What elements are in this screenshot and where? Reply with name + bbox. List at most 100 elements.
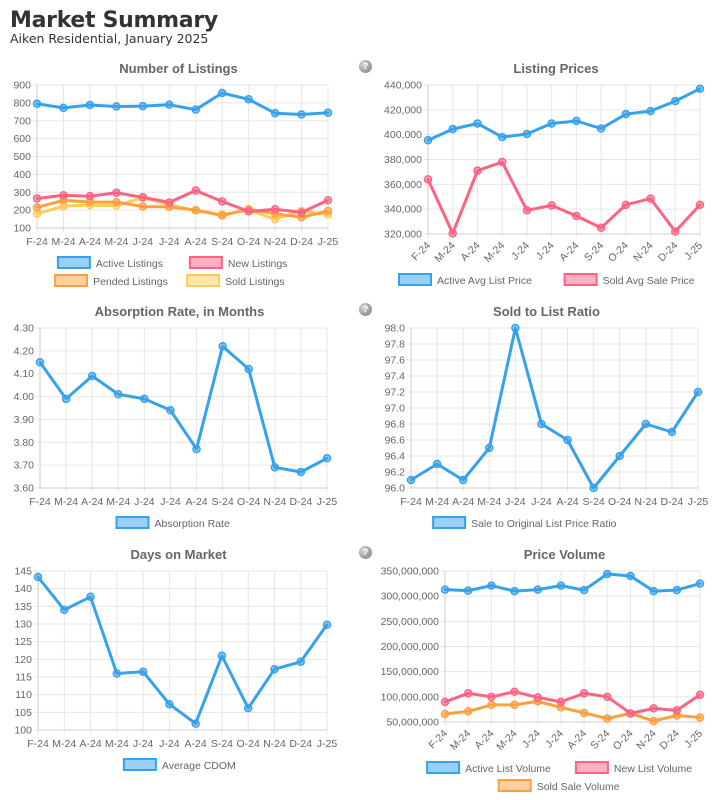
data-point[interactable] bbox=[191, 205, 200, 215]
data-point[interactable] bbox=[33, 572, 43, 582]
data-point[interactable] bbox=[671, 96, 680, 106]
data-point[interactable] bbox=[579, 585, 589, 595]
data-point[interactable] bbox=[244, 364, 253, 374]
data-point[interactable] bbox=[693, 387, 703, 397]
data-point[interactable] bbox=[112, 669, 122, 678]
data-point[interactable] bbox=[537, 419, 546, 429]
data-point[interactable] bbox=[165, 198, 174, 207]
data-point[interactable] bbox=[533, 693, 542, 702]
data-point[interactable] bbox=[589, 483, 598, 493]
data-point[interactable] bbox=[463, 707, 473, 716]
data-point[interactable] bbox=[641, 419, 651, 429]
data-point[interactable] bbox=[32, 194, 42, 203]
legend-item-pended-listings[interactable]: Pended Listings bbox=[54, 274, 168, 288]
data-point[interactable] bbox=[217, 88, 227, 98]
data-point[interactable] bbox=[547, 201, 556, 210]
data-point[interactable] bbox=[547, 119, 556, 128]
data-point[interactable] bbox=[323, 206, 333, 216]
data-point[interactable] bbox=[35, 358, 45, 367]
data-point[interactable] bbox=[138, 193, 148, 202]
data-point[interactable] bbox=[60, 605, 69, 615]
data-point[interactable] bbox=[59, 191, 68, 200]
data-point[interactable] bbox=[138, 202, 148, 211]
data-point[interactable] bbox=[448, 124, 457, 134]
data-point[interactable] bbox=[563, 435, 572, 445]
data-point[interactable] bbox=[165, 100, 174, 109]
data-point[interactable] bbox=[511, 323, 520, 333]
data-point[interactable] bbox=[626, 571, 635, 581]
data-point[interactable] bbox=[322, 620, 332, 629]
data-point[interactable] bbox=[270, 204, 280, 214]
data-point[interactable] bbox=[626, 709, 635, 718]
data-point[interactable] bbox=[533, 585, 542, 594]
data-point[interactable] bbox=[695, 84, 705, 93]
data-point[interactable] bbox=[112, 197, 121, 207]
help-icon[interactable]: ? bbox=[359, 60, 372, 73]
data-point[interactable] bbox=[572, 211, 581, 221]
legend-item-active-list-volume[interactable]: Active List Volume bbox=[426, 761, 551, 775]
data-point[interactable] bbox=[458, 475, 468, 485]
data-point[interactable] bbox=[244, 95, 253, 104]
legend-item-absorption-rate[interactable]: Absorption Rate bbox=[115, 516, 230, 530]
data-point[interactable] bbox=[243, 703, 253, 713]
data-point[interactable] bbox=[86, 592, 95, 602]
data-point[interactable] bbox=[646, 194, 655, 203]
data-point[interactable] bbox=[440, 585, 450, 594]
legend-item-new-list-volume[interactable]: New List Volume bbox=[574, 761, 692, 775]
data-point[interactable] bbox=[695, 690, 705, 700]
data-point[interactable] bbox=[406, 475, 416, 485]
legend-item-average-cdom[interactable]: Average CDOM bbox=[122, 758, 236, 772]
data-point[interactable] bbox=[463, 586, 473, 595]
data-point[interactable] bbox=[87, 371, 97, 381]
data-point[interactable] bbox=[192, 444, 201, 454]
data-point[interactable] bbox=[510, 700, 519, 710]
data-point[interactable] bbox=[603, 692, 612, 702]
data-point[interactable] bbox=[487, 581, 496, 590]
data-point[interactable] bbox=[191, 719, 200, 728]
legend-item-sold-listings[interactable]: Sold Listings bbox=[186, 274, 285, 288]
data-point[interactable] bbox=[672, 585, 682, 595]
data-point[interactable] bbox=[440, 709, 450, 719]
data-point[interactable] bbox=[191, 186, 200, 195]
data-point[interactable] bbox=[695, 713, 705, 722]
data-point[interactable] bbox=[603, 569, 612, 579]
data-point[interactable] bbox=[217, 211, 227, 220]
data-point[interactable] bbox=[323, 196, 333, 205]
data-point[interactable] bbox=[270, 463, 280, 472]
data-point[interactable] bbox=[112, 188, 121, 198]
data-point[interactable] bbox=[322, 454, 332, 463]
data-point[interactable] bbox=[579, 689, 589, 698]
data-point[interactable] bbox=[497, 132, 507, 142]
data-point[interactable] bbox=[671, 227, 680, 236]
legend-item-active-listings[interactable]: Active Listings bbox=[56, 256, 163, 270]
data-point[interactable] bbox=[297, 110, 306, 119]
data-point[interactable] bbox=[487, 692, 496, 702]
data-point[interactable] bbox=[296, 467, 306, 477]
data-point[interactable] bbox=[672, 706, 682, 715]
data-point[interactable] bbox=[59, 103, 68, 113]
data-point[interactable] bbox=[270, 108, 280, 118]
help-icon[interactable]: ? bbox=[359, 303, 372, 316]
data-point[interactable] bbox=[473, 166, 482, 175]
legend-item-sold-avg-sale-price[interactable]: Sold Avg Sale Price bbox=[563, 273, 695, 287]
data-point[interactable] bbox=[485, 443, 494, 453]
data-point[interactable] bbox=[695, 200, 705, 210]
data-point[interactable] bbox=[423, 175, 433, 184]
data-point[interactable] bbox=[621, 109, 631, 119]
data-point[interactable] bbox=[448, 229, 457, 238]
data-point[interactable] bbox=[579, 708, 589, 718]
data-point[interactable] bbox=[621, 200, 631, 210]
data-point[interactable] bbox=[218, 342, 227, 351]
data-point[interactable] bbox=[217, 651, 227, 661]
data-point[interactable] bbox=[432, 459, 442, 469]
data-point[interactable] bbox=[85, 191, 95, 201]
data-point[interactable] bbox=[166, 406, 175, 415]
help-icon[interactable]: ? bbox=[359, 546, 372, 559]
data-point[interactable] bbox=[140, 394, 149, 404]
legend-item-active-avg-list-price[interactable]: Active Avg List Price bbox=[398, 273, 532, 287]
data-point[interactable] bbox=[32, 203, 42, 212]
data-point[interactable] bbox=[510, 687, 519, 697]
data-point[interactable] bbox=[556, 697, 566, 707]
data-point[interactable] bbox=[463, 689, 473, 698]
data-point[interactable] bbox=[191, 105, 200, 114]
